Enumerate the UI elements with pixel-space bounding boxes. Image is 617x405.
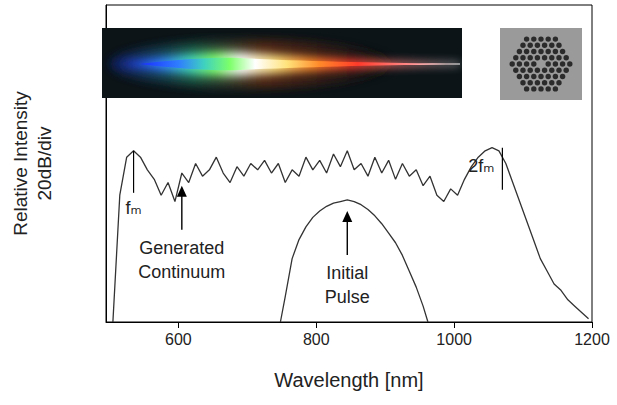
svg-text:1000: 1000 [436,331,472,348]
svg-text:Generated: Generated [139,238,224,258]
svg-text:Wavelength [nm]: Wavelength [nm] [274,369,423,391]
svg-text:Initial: Initial [326,263,368,283]
svg-text:800: 800 [303,331,330,348]
svg-text:600: 600 [165,331,192,348]
svg-text:fₘ: fₘ [125,198,141,218]
svg-text:Pulse: Pulse [325,287,370,307]
svg-text:Relative Intensity: Relative Intensity [10,91,31,236]
svg-text:1200: 1200 [574,331,610,348]
svg-text:2fₘ: 2fₘ [468,156,494,176]
svg-text:Continuum: Continuum [138,262,225,282]
svg-text:20dB/div: 20dB/div [34,126,55,200]
